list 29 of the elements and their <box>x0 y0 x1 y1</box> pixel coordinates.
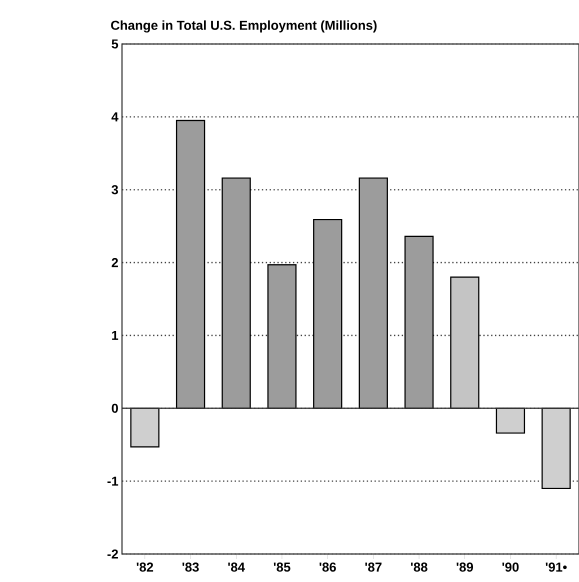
x-tick-label: '87 <box>365 562 382 572</box>
x-tick-label: '85 <box>274 562 290 572</box>
x-tick-label: '89 <box>456 562 474 572</box>
y-tick-label: 4 <box>111 112 118 122</box>
bar <box>176 120 206 409</box>
y-tick-label: 5 <box>112 39 118 49</box>
y-tick-label: 3 <box>112 185 118 194</box>
x-tick-label: '82 <box>136 562 154 572</box>
y-tick-label: -1 <box>107 476 118 486</box>
bar <box>222 177 251 409</box>
bar <box>404 236 434 409</box>
y-tick-label: 0 <box>112 404 118 413</box>
bar <box>542 408 571 490</box>
y-tick-label: 1 <box>112 330 118 340</box>
x-tick-label: '86 <box>320 562 336 572</box>
bar <box>358 177 388 409</box>
x-tick-label: '84 <box>228 562 245 572</box>
bar <box>267 264 297 409</box>
bar <box>130 408 160 448</box>
chart-title: Change in Total U.S. Employment (Millions) <box>111 20 377 33</box>
bar <box>450 276 480 409</box>
bar <box>496 408 526 434</box>
x-tick-label: '88 <box>410 562 428 572</box>
bar <box>313 218 342 409</box>
x-tick-label: '91• <box>546 562 567 572</box>
y-tick-label: -2 <box>107 549 118 559</box>
x-tick-label: '83 <box>182 562 199 572</box>
x-tick-label: '90 <box>502 562 519 572</box>
y-tick-label: 2 <box>112 258 118 268</box>
